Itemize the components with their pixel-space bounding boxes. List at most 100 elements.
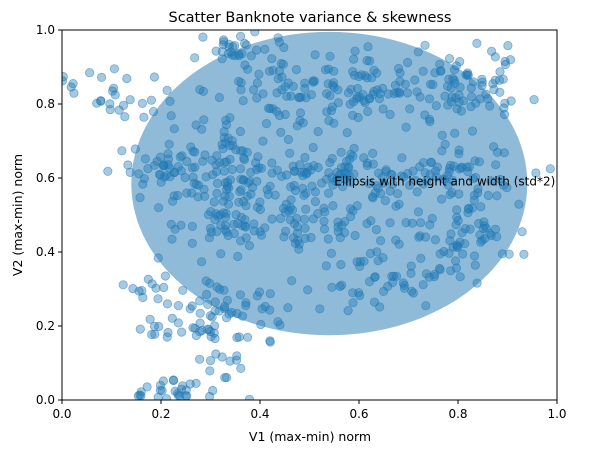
scatter-point [424, 114, 435, 124]
scatter-point [339, 174, 349, 184]
scatter-point [425, 79, 436, 89]
scatter-point [205, 355, 216, 366]
scatter-point [210, 215, 220, 225]
scatter-point [325, 158, 335, 168]
scatter-point [362, 219, 372, 229]
scatter-point [217, 54, 227, 64]
scatter-point [154, 203, 164, 213]
scatter-point [285, 148, 295, 158]
scatter-point [401, 218, 411, 228]
scatter-point [286, 182, 296, 192]
scatter-point [442, 171, 453, 181]
scatter-point [408, 166, 418, 176]
x-axis-label: V1 (max-min) norm [249, 429, 371, 444]
scatter-point [368, 193, 378, 203]
scatter-point [313, 127, 323, 137]
scatter-point [378, 104, 388, 114]
scatter-point [468, 77, 478, 87]
scatter-point [431, 101, 441, 111]
scatter-point [349, 143, 359, 153]
scatter-point [287, 276, 297, 286]
scatter-point [444, 53, 455, 64]
scatter-point [485, 229, 495, 239]
scatter-point [168, 375, 179, 385]
scatter-point [391, 271, 402, 281]
scatter-point [371, 225, 381, 235]
scatter-point [256, 319, 266, 330]
scatter-point [300, 78, 310, 88]
scatter-point [217, 352, 227, 362]
y-axis-label: V2 (max-min) norm [10, 154, 25, 276]
scatter-point [517, 227, 527, 237]
scatter-point [348, 298, 358, 308]
scatter-point [519, 249, 529, 259]
scatter-point [418, 280, 428, 290]
scatter-point [352, 257, 362, 267]
scatter-point [137, 98, 147, 109]
scatter-point [378, 253, 388, 263]
scatter-point [272, 88, 282, 98]
scatter-point [236, 146, 246, 156]
scatter-point [125, 167, 135, 177]
scatter-point [143, 164, 153, 174]
scatter-point [235, 290, 245, 300]
scatter-point [483, 190, 493, 201]
scatter-point [454, 145, 464, 155]
scatter-point [273, 74, 283, 84]
scatter-point [381, 165, 391, 175]
scatter-point [237, 311, 248, 321]
scatter-point [294, 244, 304, 254]
scatter-point [290, 185, 301, 196]
scatter-point [362, 158, 372, 168]
scatter-point [282, 91, 292, 101]
scatter-point [283, 303, 293, 313]
scatter-point [363, 106, 373, 117]
scatter-point [424, 94, 435, 104]
scatter-point [327, 282, 337, 292]
scatter-point [146, 95, 156, 105]
scatter-point [499, 109, 510, 120]
scatter-point [155, 169, 165, 180]
scatter-point [178, 285, 188, 295]
scatter-point [450, 78, 460, 88]
scatter-point [412, 187, 422, 197]
scatter-point [490, 52, 500, 62]
scatter-point [254, 69, 264, 79]
x-tick-label: 1.0 [547, 407, 566, 421]
scatter-point [500, 59, 511, 70]
scatter-point [477, 77, 487, 87]
scatter-point [497, 249, 507, 259]
scatter-point [348, 151, 358, 161]
scatter-point [346, 211, 356, 222]
scatter-point [233, 251, 243, 262]
scatter-point [369, 297, 380, 307]
scatter-point [452, 205, 462, 215]
scatter-point [298, 183, 308, 193]
scatter-point [199, 115, 209, 125]
scatter-point [500, 56, 510, 67]
scatter-point [463, 208, 473, 218]
scatter-point [252, 164, 262, 175]
scatter-point [260, 44, 270, 54]
scatter-point [236, 363, 246, 373]
scatter-point [379, 178, 389, 188]
scatter-point [270, 190, 280, 200]
scatter-point [372, 247, 382, 257]
scatter-point [223, 177, 233, 187]
scatter-point [342, 128, 352, 138]
scatter-point [364, 94, 375, 104]
scatter-point [485, 101, 495, 111]
scatter-point [408, 288, 418, 298]
scatter-point [234, 76, 244, 87]
scatter-point [276, 58, 286, 69]
scatter-point [265, 181, 275, 191]
scatter-point [330, 176, 341, 186]
scatter-point [268, 65, 278, 76]
scatter-point [413, 47, 423, 57]
scatter-point [452, 212, 462, 222]
scatter-point [243, 332, 253, 342]
scatter-point [170, 167, 180, 177]
scatter-point [320, 207, 330, 217]
scatter-point [308, 142, 318, 153]
scatter-point [323, 234, 333, 244]
